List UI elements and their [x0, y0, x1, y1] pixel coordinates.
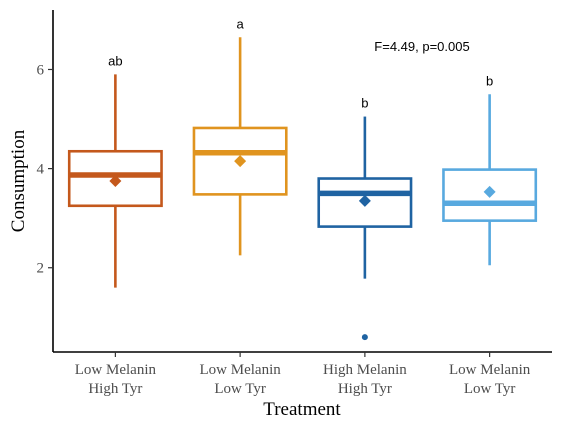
- significance-label: a: [237, 16, 245, 31]
- y-tick-label: 4: [37, 162, 45, 178]
- x-tick-label: Low Melanin High Tyr: [75, 362, 157, 397]
- x-tick-label-line: Low Tyr: [214, 381, 266, 397]
- mean-marker: [483, 185, 496, 198]
- mean-marker: [234, 155, 247, 168]
- x-tick-label-line: Low Melanin: [200, 362, 282, 378]
- x-tick-label-line: High Tyr: [88, 381, 142, 397]
- x-tick-label: High Melanin High Tyr: [323, 362, 407, 397]
- x-tick-label-line: Low Melanin: [449, 362, 531, 378]
- box-group: [192, 37, 288, 256]
- mean-marker: [358, 194, 371, 207]
- stat-test-annotation: F=4.49, p=0.005: [374, 39, 469, 54]
- x-tick-label-line: High Tyr: [338, 381, 392, 397]
- y-tick-label: 6: [37, 62, 45, 78]
- y-axis-title: Consumption: [8, 129, 29, 232]
- box-group: [442, 94, 538, 266]
- x-axis-title: Treatment: [263, 399, 341, 420]
- outlier-point: [361, 334, 368, 341]
- x-tick-label-line: Low Tyr: [464, 381, 516, 397]
- x-tick-label-line: Low Melanin: [75, 362, 157, 378]
- box-group: [67, 74, 163, 288]
- significance-label: b: [486, 73, 493, 88]
- y-tick-label: 2: [37, 261, 45, 277]
- box-group: [317, 116, 413, 341]
- significance-label: ab: [108, 53, 122, 68]
- box-layer: [67, 37, 538, 341]
- x-tick-label: Low Melanin Low Tyr: [449, 362, 531, 397]
- significance-label: b: [361, 96, 368, 111]
- x-tick-label-line: High Melanin: [323, 362, 407, 378]
- x-tick-label: Low Melanin Low Tyr: [200, 362, 282, 397]
- mean-marker: [109, 175, 122, 187]
- axes-layer: 2 4 6 Low Melanin High Tyr Low Melanin Low Tyr…: [37, 10, 552, 397]
